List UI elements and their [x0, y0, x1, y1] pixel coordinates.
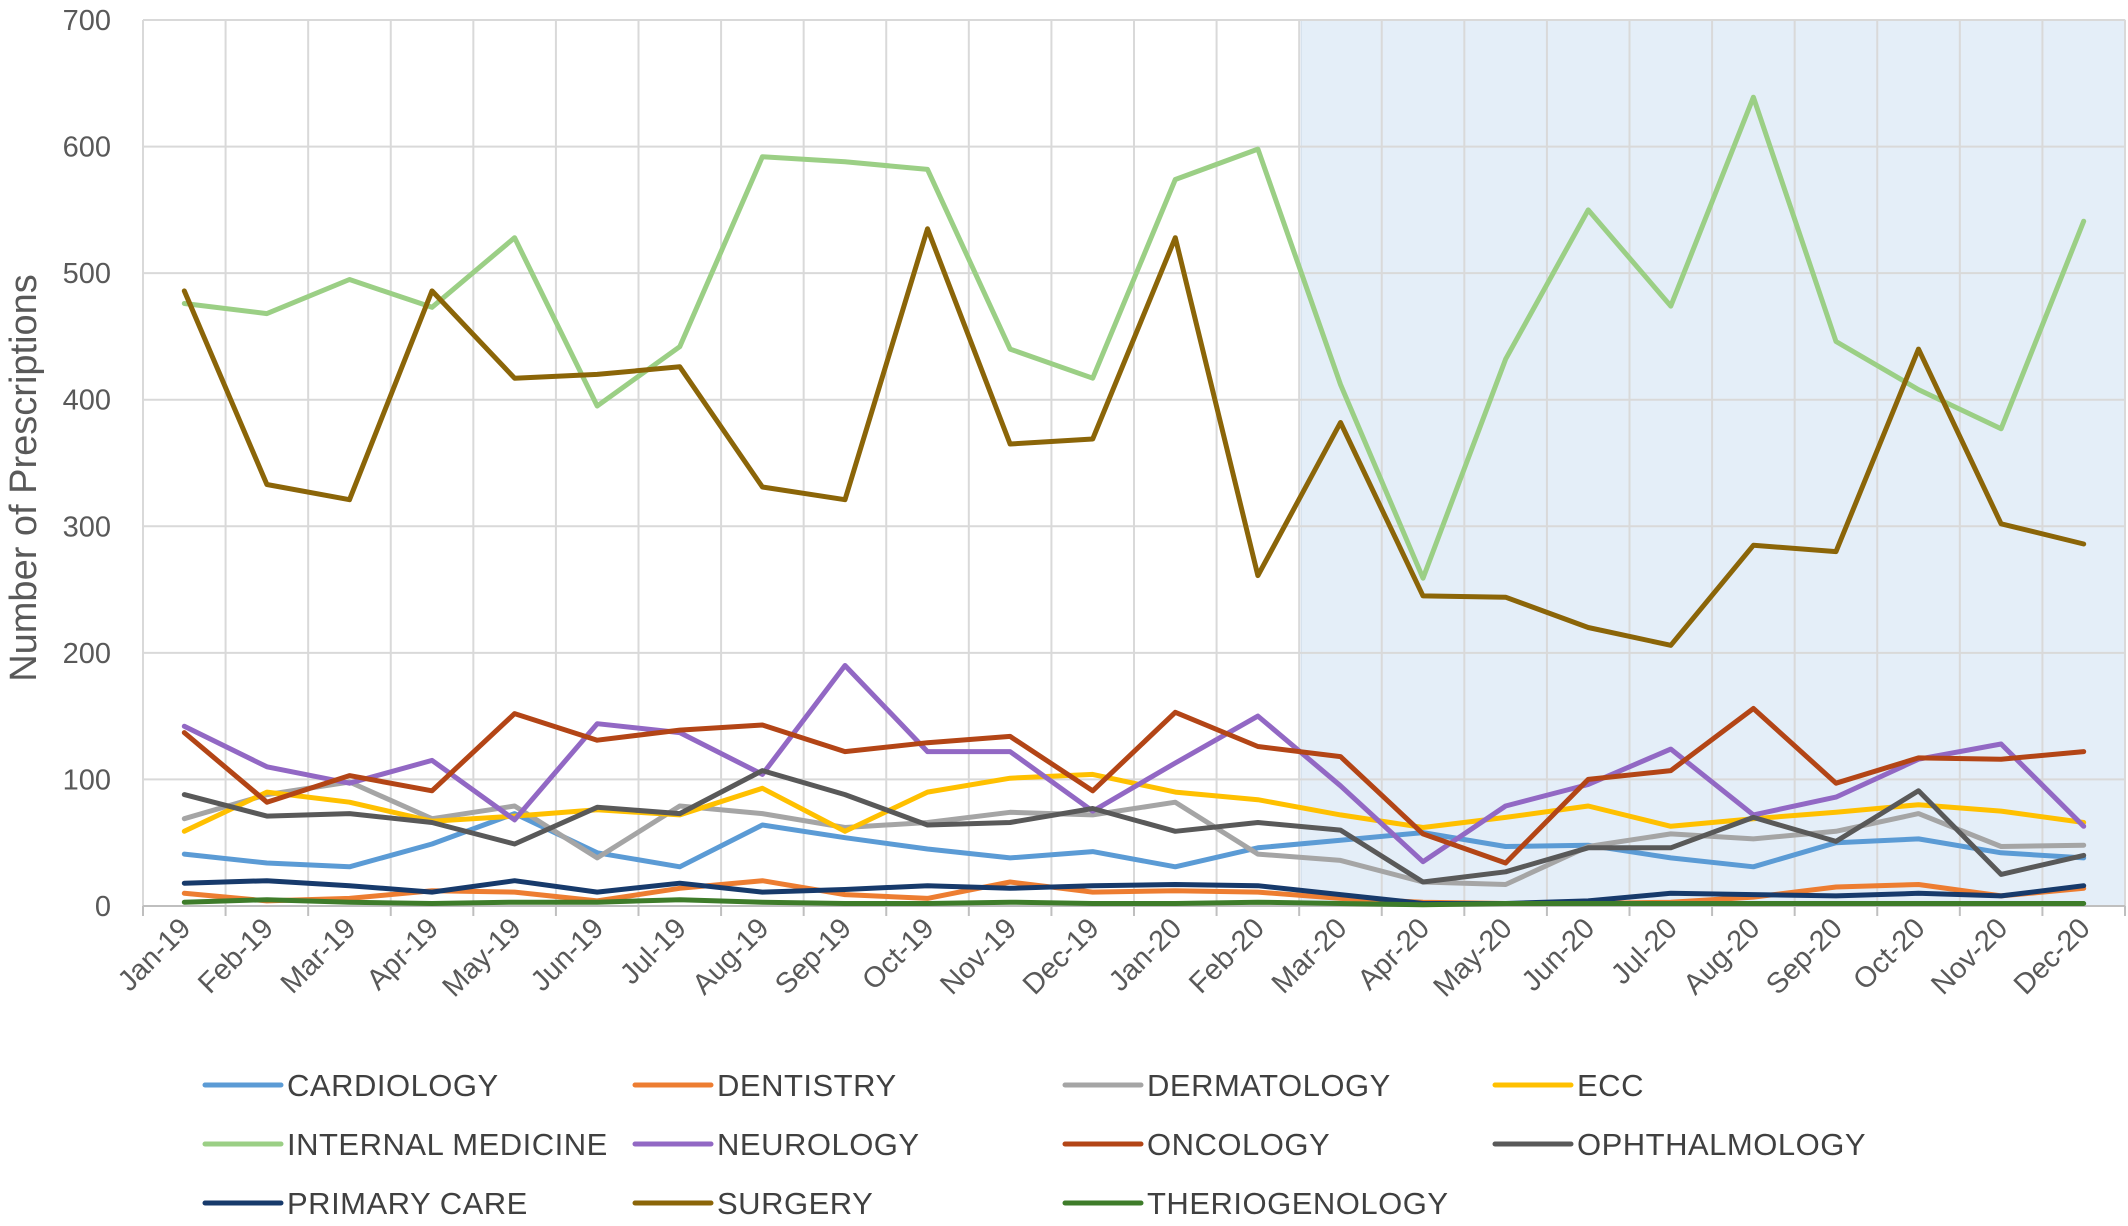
- x-tick-label: Oct-20: [1847, 912, 1931, 996]
- y-tick-label: 700: [63, 5, 111, 37]
- x-tick-label: Aug-20: [1678, 912, 1767, 1001]
- y-tick-label: 0: [95, 891, 111, 923]
- legend-item-ecc: ECC: [1492, 1068, 1644, 1103]
- series-line-oncology: [181, 706, 2087, 866]
- legend-label: DENTISTRY: [717, 1068, 897, 1103]
- series-line-surgery: [181, 226, 2087, 648]
- y-tick-labels: 0 100 200 300 400 500 600 700: [63, 5, 111, 923]
- legend-item-dermatology: DERMATOLOGY: [1062, 1068, 1391, 1103]
- legend-label: NEUROLOGY: [717, 1127, 920, 1162]
- legend-label: OPHTHALMOLOGY: [1577, 1127, 1866, 1162]
- series-lines: [181, 94, 2087, 908]
- legend: CARDIOLOGY DENTISTRY DERMATOLOGY ECC INTERNA…: [202, 1068, 1866, 1221]
- x-tick-label: May-20: [1428, 912, 1519, 1003]
- x-tick-label: Jun-20: [1516, 912, 1601, 997]
- legend-label: ECC: [1577, 1068, 1644, 1103]
- series-line-ophthalmology: [181, 768, 2087, 885]
- legend-item-surgery: SURGERY: [632, 1186, 873, 1221]
- legend-item-ophthalmology: OPHTHALMOLOGY: [1492, 1127, 1866, 1162]
- legend-label: CARDIOLOGY: [287, 1068, 499, 1103]
- x-tick-label: Apr-19: [361, 912, 445, 996]
- x-tick-label: Jan-20: [1103, 912, 1188, 997]
- legend-label: SURGERY: [717, 1186, 873, 1221]
- x-tick-label: Jun-19: [525, 912, 610, 997]
- legend-item-neurology: NEUROLOGY: [632, 1127, 920, 1162]
- x-tick-label: Nov-19: [934, 912, 1023, 1001]
- x-tick-label: Jul-19: [614, 912, 692, 990]
- x-tick-label: Dec-20: [2008, 912, 2097, 1001]
- x-tick-label: Feb-20: [1183, 912, 1271, 1000]
- legend-item-primary-care: PRIMARY CARE: [202, 1186, 528, 1221]
- x-tick-label: Dec-19: [1017, 912, 1106, 1001]
- x-tick-label: Sep-20: [1760, 912, 1849, 1001]
- legend-item-dentistry: DENTISTRY: [632, 1068, 897, 1103]
- x-tick-label: Jul-20: [1605, 912, 1683, 990]
- legend-item-internal-medicine: INTERNAL MEDICINE: [202, 1127, 608, 1162]
- y-tick-label: 600: [63, 132, 111, 164]
- legend-label: DERMATOLOGY: [1147, 1068, 1391, 1103]
- y-tick-label: 300: [63, 511, 111, 543]
- series-line-theriogenology: [181, 897, 2087, 908]
- y-axis-title: Number of Prescriptions: [3, 274, 45, 682]
- y-tick-label: 500: [63, 258, 111, 290]
- legend-item-theriogenology: THERIOGENOLOGY: [1062, 1186, 1449, 1221]
- x-tick-label: May-19: [437, 912, 528, 1003]
- y-tick-label: 400: [63, 385, 111, 417]
- x-tick-label: Mar-20: [1266, 912, 1354, 1000]
- series-line-primary-care: [181, 878, 2087, 906]
- x-tick-label: Sep-19: [769, 912, 858, 1001]
- x-tick-label: Aug-19: [687, 912, 776, 1001]
- series-line-internal-medicine: [181, 94, 2087, 581]
- legend-item-oncology: ONCOLOGY: [1062, 1127, 1330, 1162]
- legend-label: ONCOLOGY: [1147, 1127, 1330, 1162]
- legend-item-cardiology: CARDIOLOGY: [202, 1068, 499, 1103]
- series-line-neurology: [181, 663, 2087, 865]
- y-tick-label: 100: [63, 764, 111, 796]
- legend-label: THERIOGENOLOGY: [1147, 1186, 1449, 1221]
- x-tick-label: Jan-19: [112, 912, 197, 997]
- series-line-ecc: [181, 771, 2087, 834]
- legend-label: PRIMARY CARE: [287, 1186, 528, 1221]
- x-tick-label: Apr-20: [1352, 912, 1436, 996]
- x-tick-label: Feb-19: [192, 912, 280, 1000]
- legend-label: INTERNAL MEDICINE: [287, 1127, 608, 1162]
- x-tick-label: Oct-19: [856, 912, 940, 996]
- x-tick-label: Nov-20: [1925, 912, 2014, 1001]
- y-tick-label: 200: [63, 638, 111, 670]
- x-tick-label: Mar-19: [275, 912, 363, 1000]
